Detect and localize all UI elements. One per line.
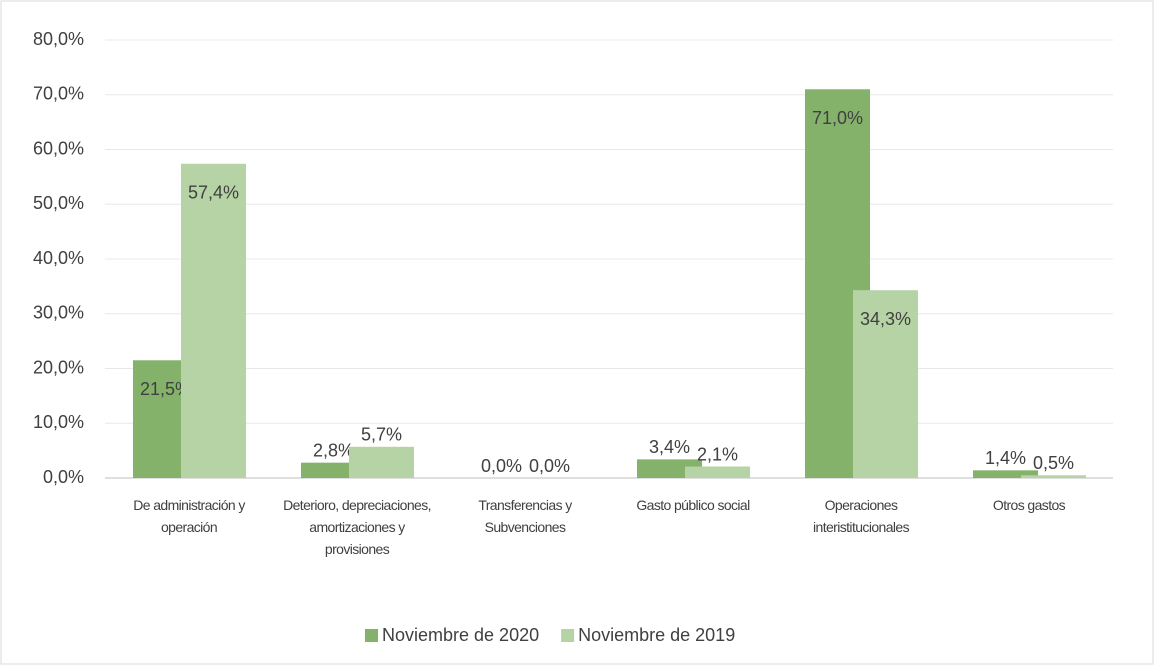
x-tick-label: Otros gastos <box>992 497 1066 513</box>
data-label: 1,4% <box>985 448 1026 468</box>
data-label: 2,8% <box>313 440 354 460</box>
data-label: 21,5% <box>140 379 191 399</box>
legend-label: Noviembre de 2019 <box>578 625 735 645</box>
legend-swatch <box>561 629 575 642</box>
bar <box>1021 475 1086 478</box>
x-tick-label: Transferencias y Subvenciones <box>478 497 572 535</box>
legend-label: Noviembre de 2020 <box>382 625 539 645</box>
bar <box>349 446 414 478</box>
data-label: 0,0% <box>529 456 570 476</box>
y-tick-label: 0,0% <box>43 467 84 487</box>
data-label: 5,7% <box>361 425 402 445</box>
bar <box>181 163 246 479</box>
y-tick-label: 40,0% <box>33 248 84 268</box>
x-tick-label: Deterioro, depreciaciones, amortizacione… <box>283 497 431 557</box>
x-tick-label: De administración y operación <box>133 497 245 535</box>
y-tick-label: 50,0% <box>33 193 84 213</box>
y-tick-label: 70,0% <box>33 84 84 104</box>
data-label: 34,3% <box>860 309 911 329</box>
bar <box>685 466 750 478</box>
legend-swatch <box>365 629 378 642</box>
bar <box>973 470 1038 478</box>
data-label: 2,1% <box>697 444 738 464</box>
x-tick-label: Gasto público social <box>636 497 750 513</box>
y-tick-label: 60,0% <box>33 138 84 158</box>
y-tick-label: 20,0% <box>33 357 84 377</box>
data-label: 71,0% <box>812 108 863 128</box>
y-tick-label: 80,0% <box>33 29 84 49</box>
bar <box>853 290 918 478</box>
data-label: 3,4% <box>649 437 690 457</box>
y-tick-label: 10,0% <box>33 412 84 432</box>
y-tick-label: 30,0% <box>33 303 84 323</box>
data-label: 0,5% <box>1033 453 1074 473</box>
x-tick-label: Operaciones interistitucionales <box>813 497 910 535</box>
data-label: 0,0% <box>481 456 522 476</box>
data-label: 57,4% <box>188 182 239 202</box>
